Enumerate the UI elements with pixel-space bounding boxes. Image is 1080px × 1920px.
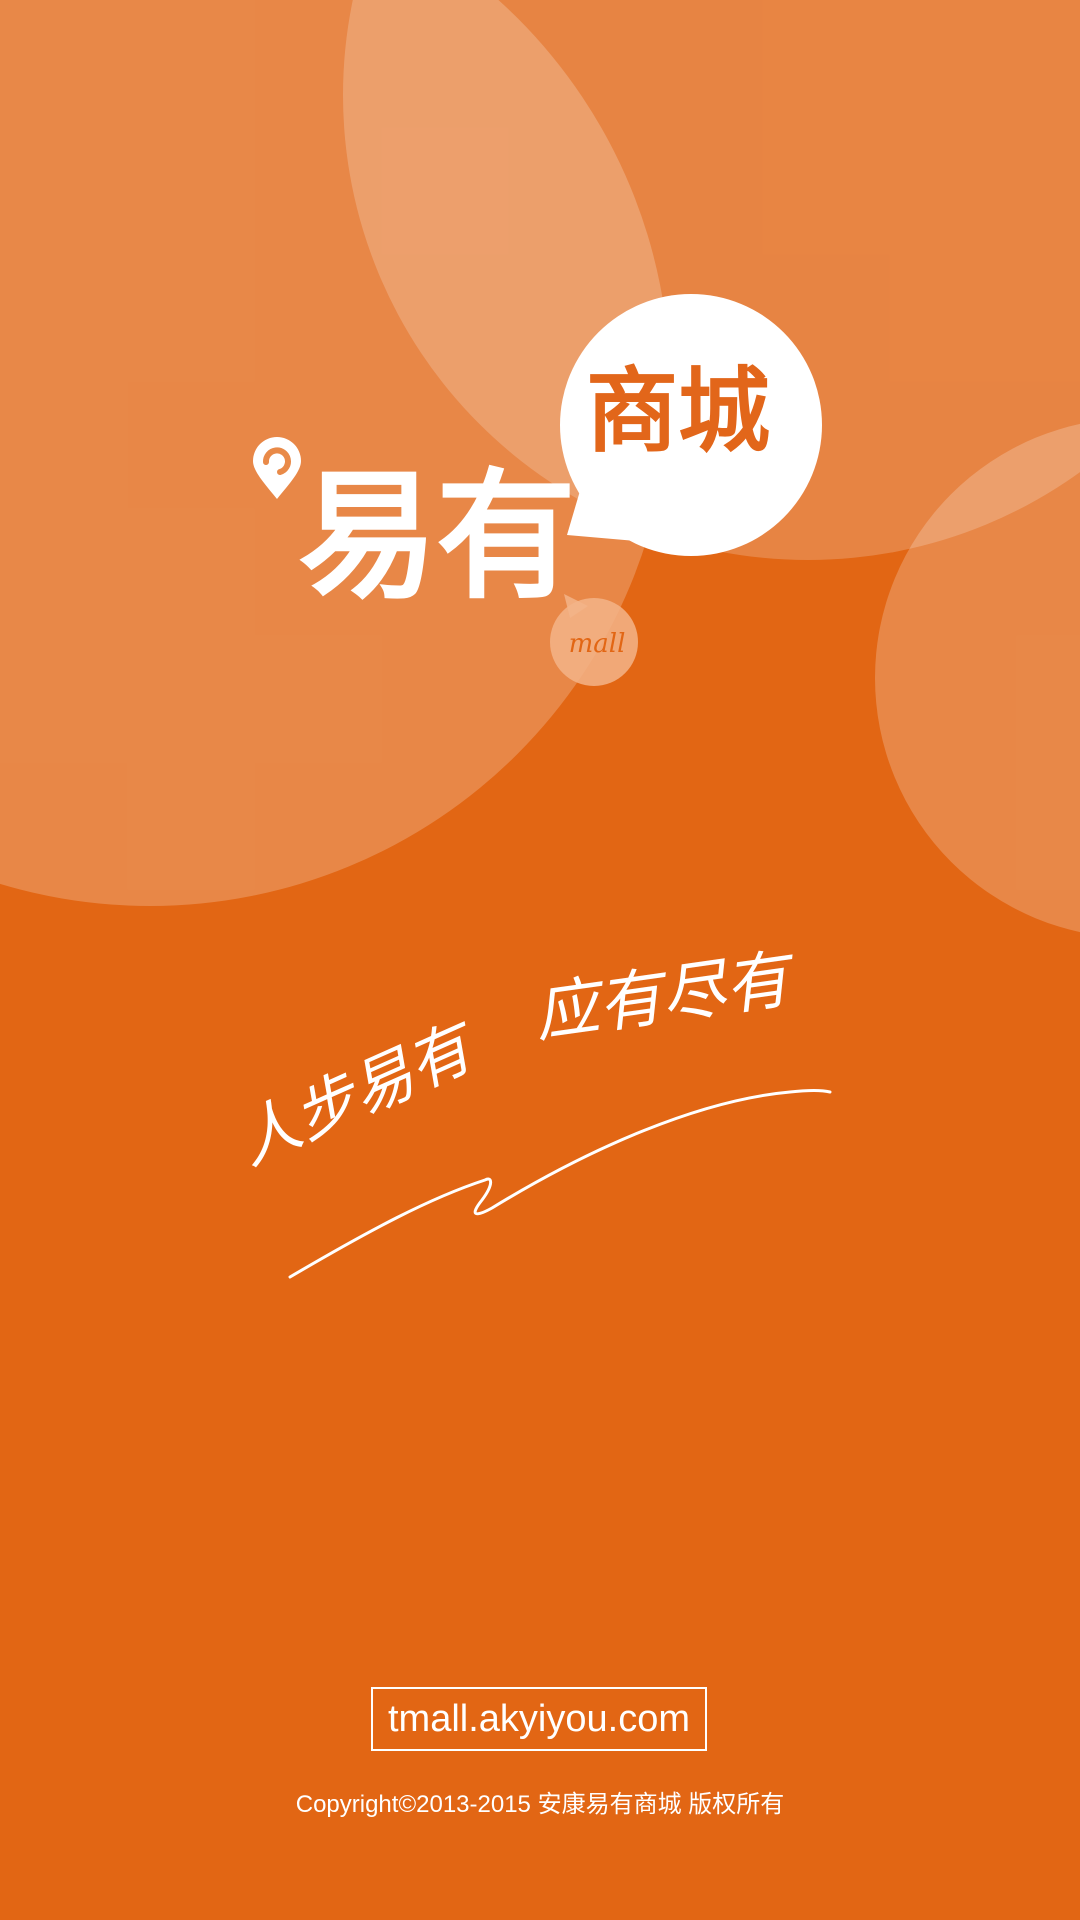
website-link[interactable]: tmall.akyiyou.com bbox=[371, 1687, 707, 1751]
brand-badge: 商城 bbox=[585, 358, 770, 465]
swoosh-underline bbox=[288, 1089, 832, 1279]
mall-bubble-icon bbox=[550, 594, 638, 686]
slogan: 人步易有 应有尽有 bbox=[226, 943, 870, 1300]
brand-name: 易有 bbox=[298, 456, 576, 619]
speech-bubble-icon bbox=[560, 294, 822, 556]
brand-logo: 易有 商城 mall bbox=[250, 280, 830, 700]
copyright-text: Copyright©2013-2015 安康易有商城 版权所有 bbox=[295, 1791, 785, 1818]
location-pin-icon bbox=[253, 437, 301, 499]
brand-sub: mall bbox=[568, 629, 626, 659]
